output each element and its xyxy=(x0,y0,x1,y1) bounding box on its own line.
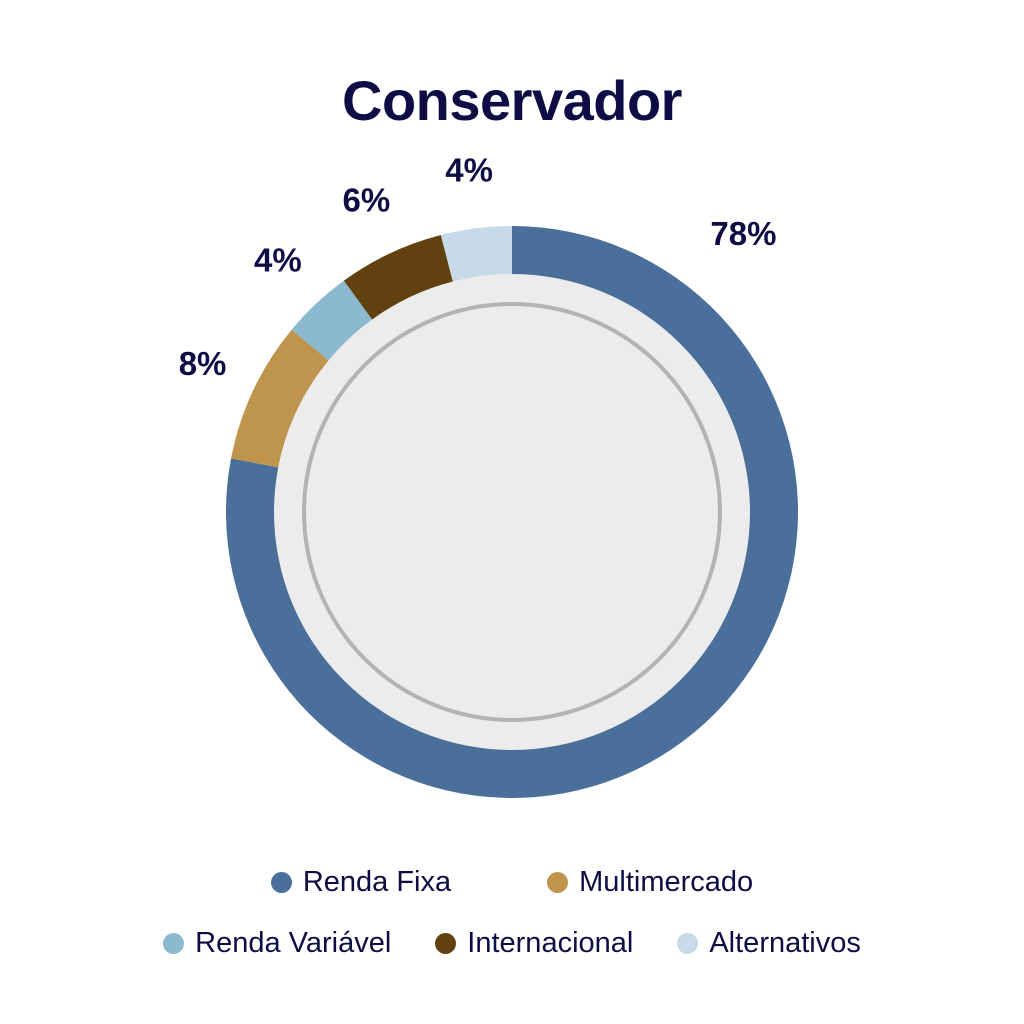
legend-label-alternativos: Alternativos xyxy=(709,927,861,959)
legend-row-1: Renda Fixa Multimercado xyxy=(0,866,1024,899)
pct-label-alternativos: 4% xyxy=(445,151,493,188)
donut-center-ring xyxy=(302,302,722,722)
pct-label-renda-fixa: 78% xyxy=(710,215,776,252)
legend-label-multimercado: Multimercado xyxy=(579,866,754,898)
legend-swatch-internacional xyxy=(435,933,457,954)
legend-swatch-alternativos xyxy=(677,933,699,954)
pct-label-multimercado: 8% xyxy=(179,345,227,382)
legend-swatch-renda-fixa xyxy=(270,872,292,893)
legend-swatch-multimercado xyxy=(547,872,569,893)
pct-label-internacional: 6% xyxy=(343,181,391,218)
legend-item-renda-variavel: Renda Variável xyxy=(163,927,391,960)
percentage-labels: 78% 8% 4% 6% 4% xyxy=(179,151,777,382)
chart-title: Conservador xyxy=(342,69,682,132)
legend-item-multimercado: Multimercado xyxy=(547,866,753,899)
legend-swatch-renda-variavel xyxy=(163,933,185,954)
legend-row-2: Renda Variável Internacional Alternativo… xyxy=(0,927,1024,960)
legend-label-renda-variavel: Renda Variável xyxy=(195,927,392,959)
legend-item-renda-fixa: Renda Fixa xyxy=(270,866,452,899)
legend-item-internacional: Internacional xyxy=(435,927,633,960)
legend-label-renda-fixa: Renda Fixa xyxy=(302,866,452,898)
legend-item-alternativos: Alternativos xyxy=(677,927,861,960)
donut-center xyxy=(274,274,750,750)
pct-label-renda-variavel: 4% xyxy=(254,241,302,278)
legend-label-internacional: Internacional xyxy=(467,927,634,959)
